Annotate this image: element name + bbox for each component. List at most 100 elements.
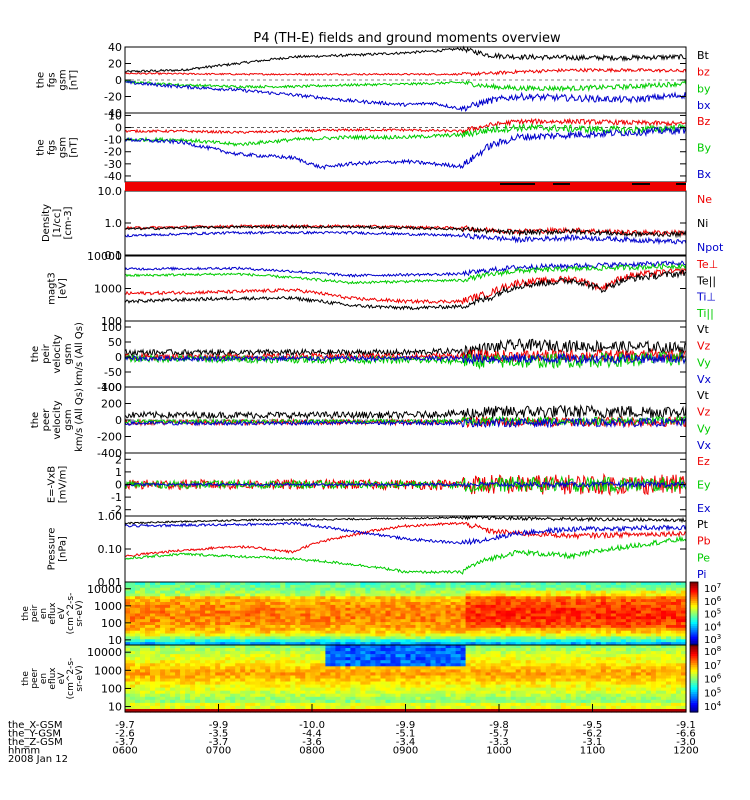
spectrogram-cell <box>155 645 161 649</box>
spectrogram-cell <box>410 622 417 626</box>
series-line-Bz <box>124 117 687 135</box>
spectrogram-cell <box>355 678 361 683</box>
spectrogram-cell <box>230 693 236 698</box>
spectrogram-cell <box>681 587 687 592</box>
spectrogram-cell <box>140 625 146 629</box>
spectrogram-cell <box>215 636 221 640</box>
spectrogram-cell <box>245 590 251 595</box>
spectrogram-cell <box>435 602 442 606</box>
spectrogram-cell <box>520 587 527 592</box>
spectrogram-cell <box>515 645 522 649</box>
spectrogram-cell <box>540 681 547 686</box>
spectrogram-cell <box>395 602 402 606</box>
spectrogram-cell <box>380 702 387 707</box>
spectrogram-cell <box>545 645 552 649</box>
spectrogram-cell <box>235 604 241 609</box>
spectrogram-cell <box>160 690 166 695</box>
spectrogram-cell <box>135 582 141 586</box>
spectrogram-cell <box>635 666 642 670</box>
spectrogram-cell <box>640 602 647 606</box>
spectrogram-cell <box>555 648 562 652</box>
spectrogram-cell <box>380 590 387 595</box>
spectrogram-cell <box>245 599 251 603</box>
colorbar-segment <box>690 592 698 596</box>
spectrogram-cell <box>545 657 552 661</box>
spectrogram-cell <box>285 687 291 692</box>
spectrogram-cell <box>575 709 582 713</box>
spectrogram-cell <box>440 582 447 586</box>
spectrogram-cell <box>530 666 537 670</box>
spectrogram-cell <box>510 705 517 710</box>
spectrogram-cell <box>155 639 161 643</box>
spectrogram-cell <box>270 604 276 609</box>
spectrogram-cell <box>250 657 256 661</box>
spectrogram-cell <box>350 630 356 635</box>
spectrogram-cell <box>405 625 412 629</box>
spectrogram-cell <box>500 604 507 609</box>
spectrogram-cell <box>165 702 171 707</box>
spectrogram-cell <box>205 663 211 667</box>
spectrogram-cell <box>380 687 387 692</box>
spectrogram-cell <box>170 690 176 695</box>
spectrogram-cell <box>270 633 276 637</box>
spectrogram-cell <box>505 610 512 615</box>
spectrogram-cell <box>505 696 512 701</box>
spectrogram-cell <box>240 596 246 600</box>
spectrogram-cell <box>560 654 567 658</box>
spectrogram-cell <box>520 607 527 612</box>
spectrogram-cell <box>520 590 527 595</box>
spectrogram-cell <box>125 642 131 646</box>
spectrogram-cell <box>410 636 417 640</box>
legend-Te⊥: Te⊥ <box>696 258 718 271</box>
spectrogram-cell <box>320 602 326 606</box>
spectrogram-cell <box>585 657 592 661</box>
spectrogram-cell <box>505 672 512 676</box>
spectrogram-cell <box>450 681 457 686</box>
spectrogram-cell <box>185 596 191 600</box>
spectrogram-cell <box>315 587 321 592</box>
spectrogram-cell <box>240 660 246 664</box>
spectrogram-cell <box>395 622 402 626</box>
spectrogram-cell <box>135 616 141 620</box>
spectrogram-cell <box>445 678 452 683</box>
spectrogram-cell <box>555 654 562 658</box>
spectrogram-cell <box>130 599 136 603</box>
spectrogram-cell <box>485 599 492 603</box>
spectrogram-cell <box>681 607 687 612</box>
spectrogram-cell <box>430 648 437 652</box>
spectrogram-cell <box>205 616 211 620</box>
spectrogram-cell <box>335 681 341 686</box>
spectrogram-cell <box>125 639 131 643</box>
spectrogram-cell <box>285 672 291 676</box>
spectrogram-cell <box>635 684 642 689</box>
spectrogram-cell <box>425 651 432 655</box>
spectrogram-cell <box>195 672 201 676</box>
spectrogram-cell <box>210 681 216 686</box>
spectrogram-cell <box>385 693 392 698</box>
spectrogram-cell <box>315 654 321 658</box>
spectrogram-cell <box>540 657 547 661</box>
spectrogram-cell <box>205 687 211 692</box>
spectrogram-cell <box>435 678 442 683</box>
spectrogram-cell <box>550 599 557 603</box>
spectrogram-cell <box>325 705 331 710</box>
spectrogram-cell <box>355 645 361 649</box>
spectrogram-cell <box>435 675 442 680</box>
spectrogram-cell <box>420 693 427 698</box>
spectrogram-cell <box>640 660 647 664</box>
spectrogram-cell <box>160 709 166 713</box>
spectrogram-cell <box>495 639 502 643</box>
spectrogram-cell <box>160 613 166 617</box>
spectrogram-cell <box>480 630 487 635</box>
spectrogram-cell <box>440 702 447 707</box>
spectrogram-cell <box>545 705 552 710</box>
spectrogram-cell <box>440 616 447 620</box>
spectrogram-cell <box>640 619 647 623</box>
spectrogram-cell <box>490 684 497 689</box>
spectrogram-cell <box>345 599 351 603</box>
spectrogram-cell <box>455 607 462 612</box>
spectrogram-cell <box>550 684 557 689</box>
spectrogram-cell <box>300 675 306 680</box>
spectrogram-cell <box>230 663 236 667</box>
spectrogram-cell <box>150 593 156 597</box>
